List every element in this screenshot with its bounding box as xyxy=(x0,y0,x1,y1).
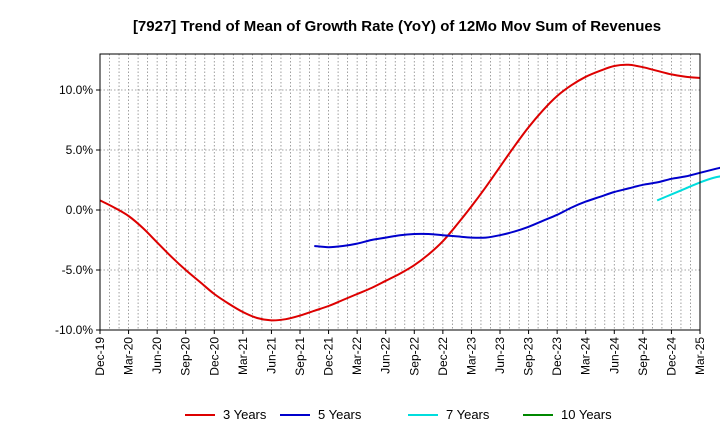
x-tick-label: Sep-21 xyxy=(293,337,307,376)
x-tick-label: Dec-21 xyxy=(322,337,336,376)
plot-frame xyxy=(99,53,701,331)
chart-title: [7927] Trend of Mean of Growth Rate (YoY… xyxy=(133,18,661,35)
legend-item-5-years[interactable]: 5 Years xyxy=(280,407,362,422)
legend-item-3-years[interactable]: 3 Years xyxy=(185,407,267,422)
x-tick-label: Jun-22 xyxy=(379,337,393,374)
y-tick-label: 0.0% xyxy=(66,203,94,217)
x-tick-label: Mar-22 xyxy=(350,337,364,375)
legend[interactable]: 3 Years 5 Years 7 Years 10 Years xyxy=(185,407,612,422)
y-tick-label: 5.0% xyxy=(66,143,94,157)
x-tick-label: Sep-22 xyxy=(407,337,421,376)
x-tick-label: Jun-23 xyxy=(493,337,507,374)
y-tick-label: -10.0% xyxy=(55,323,93,337)
x-tick-label: Mar-21 xyxy=(236,337,250,375)
y-axis: 10.0% 5.0% 0.0% -5.0% -10.0% xyxy=(55,83,100,337)
x-tick-label: Sep-23 xyxy=(522,337,536,376)
x-axis: Dec-19 Mar-20 Jun-20 Sep-20 Dec-20 Mar-21 Jun-… xyxy=(93,330,707,376)
x-tick-label: Jun-24 xyxy=(607,337,621,374)
x-tick-label: Dec-24 xyxy=(664,337,678,376)
x-tick-label: Mar-24 xyxy=(579,337,593,375)
grid xyxy=(100,54,700,331)
legend-item-10-years[interactable]: 10 Years xyxy=(523,407,612,422)
x-tick-label: Jun-20 xyxy=(150,337,164,374)
series-lines xyxy=(99,63,720,322)
legend-label: 3 Years xyxy=(223,407,267,422)
x-tick-label: Sep-20 xyxy=(179,337,193,376)
series-line-5-years xyxy=(314,166,720,249)
legend-label: 10 Years xyxy=(561,407,612,422)
x-tick-label: Sep-24 xyxy=(636,337,650,376)
x-tick-label: Dec-19 xyxy=(93,337,107,376)
x-tick-label: Dec-20 xyxy=(207,337,221,376)
series-line-7-years xyxy=(656,175,720,202)
x-tick-label: Dec-23 xyxy=(550,337,564,376)
x-tick-label: Mar-23 xyxy=(464,337,478,375)
x-tick-label: Mar-25 xyxy=(693,337,707,375)
legend-label: 5 Years xyxy=(318,407,362,422)
y-tick-label: 10.0% xyxy=(59,83,93,97)
x-tick-label: Dec-22 xyxy=(436,337,450,376)
legend-item-7-years[interactable]: 7 Years xyxy=(408,407,490,422)
series-line-3-years xyxy=(99,63,701,322)
legend-label: 7 Years xyxy=(446,407,490,422)
x-tick-label: Jun-21 xyxy=(264,337,278,374)
x-tick-label: Mar-20 xyxy=(122,337,136,375)
y-tick-label: -5.0% xyxy=(62,263,94,277)
